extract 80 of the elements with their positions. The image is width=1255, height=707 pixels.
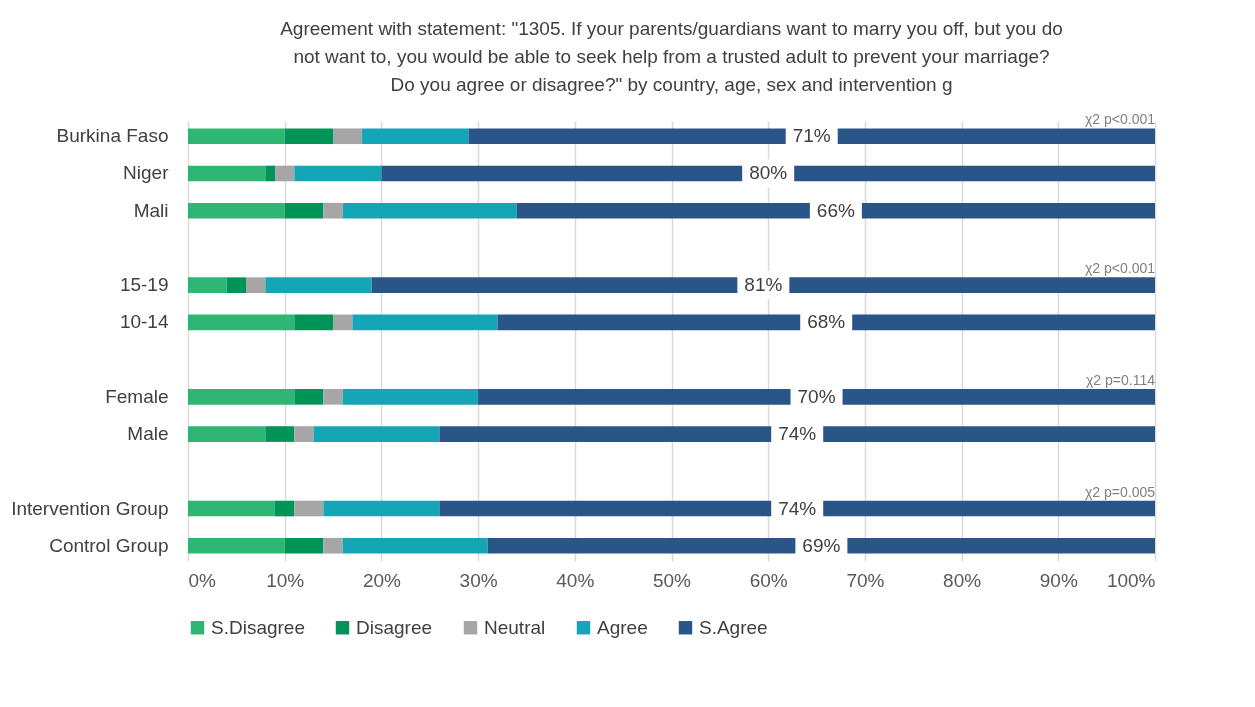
bar [188,277,227,293]
bar [188,389,295,405]
bar [439,426,1155,442]
bar [275,500,295,517]
bar [188,128,285,145]
bar [342,389,479,405]
bar [188,426,266,442]
y-tick-label: Female [105,385,169,407]
annotation: χ2 p<0.001 [1084,260,1156,277]
data-label: 71% [792,125,831,147]
bar [226,277,247,293]
data-label: 81% [744,274,783,296]
legend-label: S.Agree [699,616,768,638]
bar [246,277,266,293]
bar [352,314,498,331]
bar [313,426,440,442]
y-tick-label: 15-19 [119,274,169,296]
legend-label: S.Disagree [211,616,305,638]
bar [284,537,324,554]
bar [468,128,1155,145]
bar [294,426,314,442]
x-tick-label: 50% [652,569,692,591]
bar [275,165,295,182]
data-label: 80% [749,162,788,184]
y-tick-label: Control Group [49,534,169,556]
data-label: 74% [778,497,817,519]
x-tick-label: 10% [266,569,305,591]
bar [265,165,276,182]
bar [188,202,285,219]
y-tick-label: Intervention Group [11,497,169,519]
y-tick-label: Mali [133,199,169,221]
bar [323,500,440,517]
bar [188,314,295,331]
data-label: 68% [807,311,846,333]
annotation: χ2 p<0.001 [1084,111,1156,128]
x-tick-label: 80% [943,569,982,591]
bar [323,202,343,219]
x-tick-label: 0% [188,569,217,591]
bar [294,165,382,182]
annotation: χ2 p=0.005 [1084,483,1156,500]
bar [333,314,353,331]
bar [342,202,517,219]
x-tick-label: 30% [459,569,498,591]
bar [323,389,343,405]
legend-label: Agree [597,616,648,638]
y-tick-label: 10-14 [119,311,169,333]
bar [323,537,343,554]
legend-label: Disagree [356,616,433,638]
bar [188,500,276,517]
chart-title: Agreement with statement: "1305. If your parents/guardians want to marry you off, but you do not want to, you would be able to seek help from a trusted adult to prevent your marriage? Do you agree or disagree?" by country, age, sex and intervention g [280,18,1063,96]
bar [294,314,334,331]
x-tick-label: 100% [1106,569,1156,591]
bar [188,165,266,182]
y-tick-label: Male [127,423,169,445]
x-tick-label: 90% [1039,569,1078,591]
bar [478,389,1155,405]
annotation: χ2 p=0.114 [1086,371,1156,388]
bar [487,537,1155,554]
bar [333,128,363,145]
x-tick-label: 70% [846,569,885,591]
data-label: 66% [816,199,856,221]
bar [284,202,324,219]
bar [265,277,372,293]
bar [294,500,324,517]
x-tick-label: 20% [362,569,402,591]
y-tick-label: Niger [123,162,170,184]
legend-label: Neutral [484,616,546,638]
data-label: 74% [778,423,817,445]
bar [516,202,1155,219]
bar [188,537,285,554]
bar [342,537,488,554]
bar [265,426,295,442]
bar [362,128,469,145]
x-tick-label: 40% [556,569,595,591]
bar [294,389,324,405]
data-label: 70% [797,385,836,407]
x-tick-label: 60% [749,569,788,591]
bar [284,128,334,145]
data-label: 69% [802,534,841,556]
y-tick-label: Burkina Faso [56,125,169,147]
